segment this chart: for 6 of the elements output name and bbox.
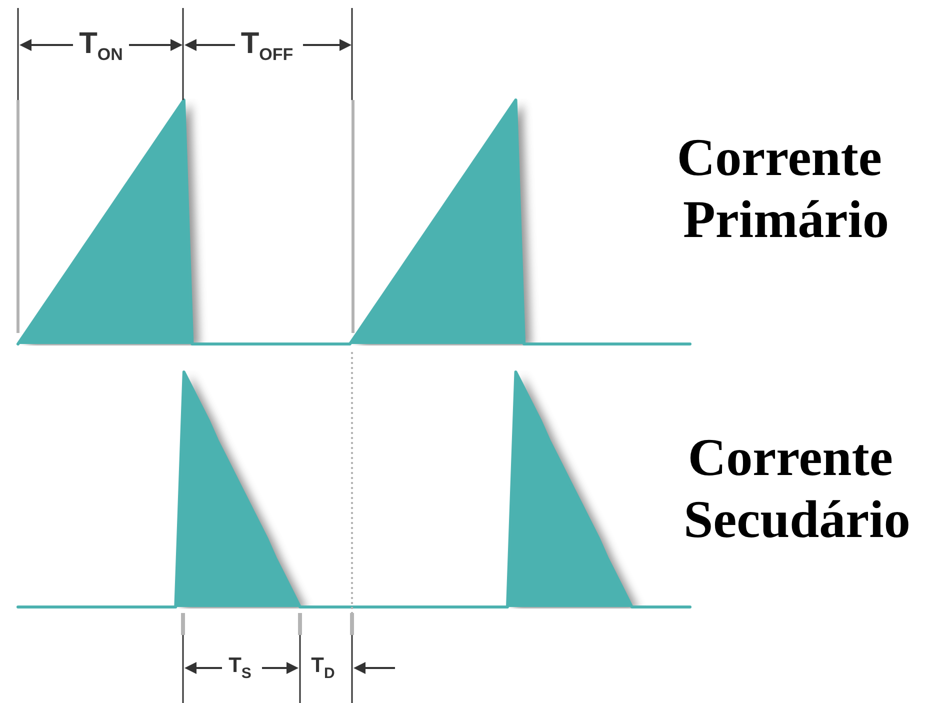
text: T$_{OFF}$	[240, 27, 294, 64]
series-label: Corrente Secudário	[684, 429, 910, 549]
text: T$_{S}$	[228, 654, 252, 682]
text: T$_{ON}$	[79, 27, 123, 64]
text: T$_{D}$	[311, 654, 335, 682]
series-label: Corrente Primário	[676, 129, 896, 249]
